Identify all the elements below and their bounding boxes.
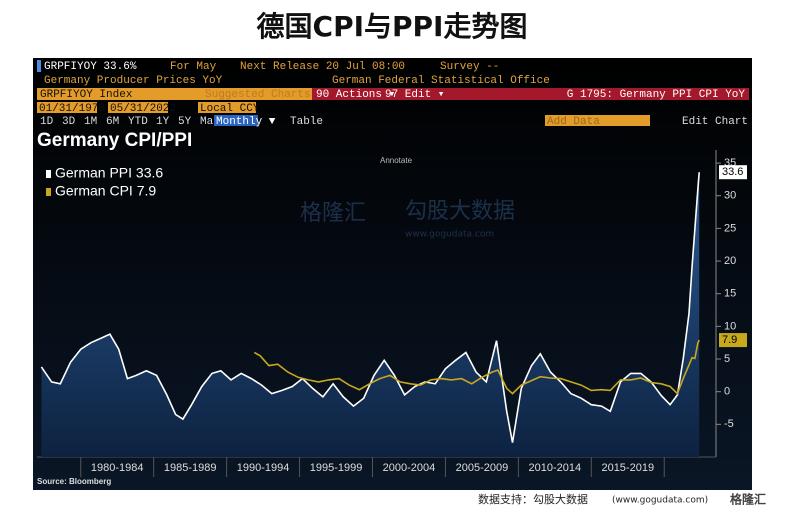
y-tick-label: -5 — [724, 418, 734, 430]
ticker-marker — [37, 60, 41, 72]
last-value-badge — [719, 165, 747, 180]
legend-swatch — [46, 188, 51, 196]
chart-source: Source: Bloomberg — [37, 477, 111, 486]
survey: Survey -- — [440, 61, 499, 73]
x-tick-label: 1985-1989 — [164, 462, 217, 474]
command-bar — [312, 88, 749, 100]
legend-label: German PPI 33.6 — [55, 165, 163, 181]
range-button[interactable]: 1M — [84, 116, 97, 128]
end-date[interactable]: 05/31/2022 — [110, 103, 176, 115]
x-tick-label: 2010-2014 — [529, 462, 582, 474]
x-tick-label: 2000-2004 — [383, 462, 436, 474]
edit-chart[interactable]: Edit Chart — [682, 116, 748, 128]
legend-label: German CPI 7.9 — [55, 183, 156, 199]
y-tick-label: 0 — [724, 386, 730, 398]
start-date[interactable]: 01/31/1970 — [39, 103, 105, 115]
annotate-button[interactable]: Annotate — [380, 156, 413, 165]
x-tick-label: 1995-1999 — [310, 462, 363, 474]
currency[interactable]: Local CCY — [200, 103, 260, 115]
ticker: GRPFIYOY 33.6% — [44, 61, 137, 73]
y-tick-label: 15 — [724, 288, 736, 300]
y-tick-label: 10 — [724, 320, 736, 332]
footer-url: (www.gogudata.com) — [612, 496, 708, 506]
edit-menu[interactable]: 97 Edit ▾ — [385, 89, 444, 101]
x-tick-label: 2005-2009 — [456, 462, 509, 474]
range-button[interactable]: 3D — [62, 116, 76, 128]
release: Next Release 20 Jul 08:00 — [240, 61, 405, 73]
last-value-label: 33.6 — [722, 166, 743, 178]
y-tick-label: 25 — [724, 222, 736, 234]
y-tick-label: 5 — [724, 353, 730, 365]
x-tick-label: 1990-1994 — [237, 462, 290, 474]
end-date-field[interactable] — [108, 102, 168, 113]
footer-credit: 数据支持：勾股大数据 — [478, 492, 588, 506]
chart-title: Germany CPI/PPI — [37, 130, 192, 151]
start-date-field[interactable] — [37, 102, 97, 113]
source-office: German Federal Statistical Office — [332, 75, 550, 87]
range-button[interactable]: 1D — [40, 116, 54, 128]
legend-swatch — [46, 170, 51, 178]
range-button[interactable]: 1Y — [156, 116, 170, 128]
footer-logo: 格隆汇 — [730, 492, 766, 507]
x-tick-label: 1980-1984 — [91, 462, 144, 474]
currency-field[interactable] — [198, 102, 256, 113]
page-title: 德国CPI与PPI走势图 — [257, 10, 528, 43]
range-button[interactable]: YTD — [128, 116, 148, 128]
range-button[interactable]: 5Y — [178, 116, 192, 128]
last-value-badge — [719, 333, 747, 348]
description: Germany Producer Prices YoY — [44, 75, 223, 87]
add-data-field[interactable] — [545, 115, 650, 126]
y-tick-label: 30 — [724, 190, 736, 202]
actions-menu[interactable]: 90 Actions ▾ — [316, 89, 395, 101]
x-tick-label: 2015-2019 — [601, 462, 654, 474]
series-line — [253, 339, 700, 396]
range-button[interactable]: 6M — [106, 116, 119, 128]
watermark-brand: 格隆汇 — [300, 201, 366, 226]
y-tick-label: 20 — [724, 255, 736, 267]
watermark-site: 勾股大数据 — [405, 199, 515, 224]
security: GRPFIYOY Index — [40, 89, 133, 101]
security-bar — [37, 88, 312, 100]
table-button[interactable]: Table — [290, 116, 323, 128]
watermark-url: www.gogudata.com — [405, 230, 494, 240]
period: For May — [170, 61, 217, 73]
area — [41, 172, 700, 457]
last-value-label: 7.9 — [722, 334, 737, 346]
frequency[interactable]: Monthly ▼ — [216, 116, 276, 128]
suggested-charts[interactable]: Suggested Charts — [205, 89, 311, 101]
frequency-field[interactable] — [214, 115, 258, 126]
add-data[interactable]: Add Data — [547, 116, 600, 128]
chart-id: G 1795: Germany PPI CPI YoY — [567, 89, 746, 101]
